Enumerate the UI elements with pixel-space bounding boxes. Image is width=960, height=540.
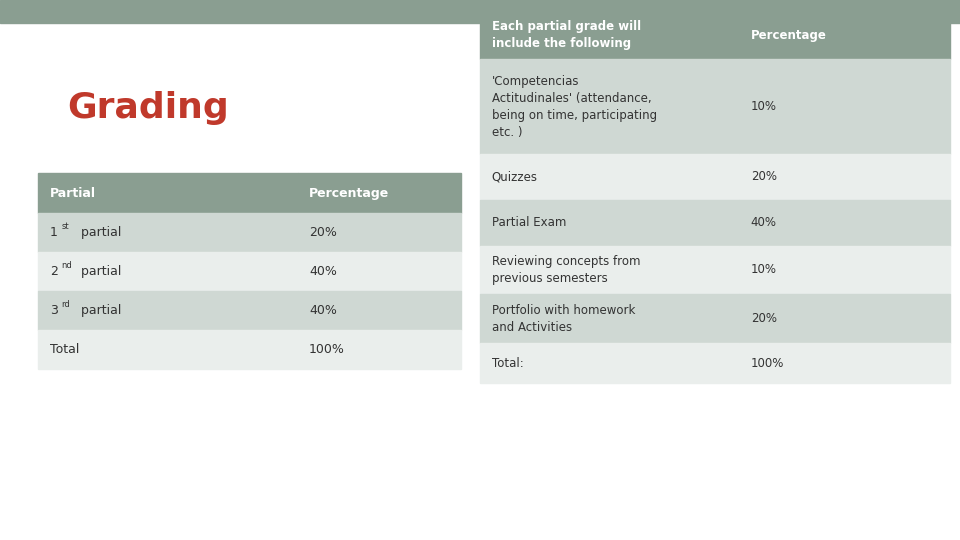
Text: 40%: 40%: [751, 216, 777, 229]
Bar: [38, 213, 298, 252]
Text: 3: 3: [50, 304, 58, 317]
Text: Percentage: Percentage: [751, 29, 827, 42]
Text: Reviewing concepts from
previous semesters: Reviewing concepts from previous semeste…: [492, 255, 640, 285]
Text: partial: partial: [77, 226, 121, 239]
Bar: [38, 173, 298, 213]
Bar: [480, 246, 739, 294]
Text: 100%: 100%: [309, 343, 345, 356]
Text: Total:: Total:: [492, 356, 523, 370]
Bar: [480, 343, 739, 383]
Text: 100%: 100%: [751, 356, 784, 370]
Text: Percentage: Percentage: [309, 186, 390, 200]
Bar: [739, 154, 950, 200]
Text: 1: 1: [50, 226, 58, 239]
Bar: [38, 330, 298, 369]
Text: Total: Total: [50, 343, 80, 356]
Bar: [739, 59, 950, 154]
Bar: [38, 252, 298, 291]
Bar: [739, 11, 950, 59]
Bar: [480, 59, 739, 154]
Text: Portfolio with homework
and Activities: Portfolio with homework and Activities: [492, 303, 635, 334]
Text: 10%: 10%: [751, 264, 777, 276]
Bar: [298, 213, 461, 252]
Bar: [739, 200, 950, 246]
Bar: [739, 246, 950, 294]
Bar: [480, 11, 739, 59]
Bar: [480, 154, 739, 200]
Bar: [739, 343, 950, 383]
Text: 10%: 10%: [751, 100, 777, 113]
Bar: [298, 330, 461, 369]
Bar: [298, 173, 461, 213]
Text: 'Competencias
Actitudinales' (attendance,
being on time, participating
etc. ): 'Competencias Actitudinales' (attendance…: [492, 75, 657, 139]
Text: nd: nd: [61, 261, 72, 269]
Text: 40%: 40%: [309, 265, 337, 278]
Bar: [480, 200, 739, 246]
Text: Partial: Partial: [50, 186, 96, 200]
Text: Quizzes: Quizzes: [492, 170, 538, 184]
Text: 20%: 20%: [751, 312, 777, 325]
Text: partial: partial: [77, 304, 121, 317]
Bar: [480, 294, 739, 343]
Text: partial: partial: [77, 265, 121, 278]
Bar: [739, 294, 950, 343]
Text: 40%: 40%: [309, 304, 337, 317]
Text: 2: 2: [50, 265, 58, 278]
Text: Grading: Grading: [67, 91, 228, 125]
Bar: [298, 291, 461, 330]
Bar: [0, 0, 960, 23]
Bar: [38, 291, 298, 330]
Text: st: st: [61, 222, 69, 231]
Text: Partial Exam: Partial Exam: [492, 216, 565, 229]
Text: 20%: 20%: [751, 170, 777, 184]
Text: rd: rd: [61, 300, 70, 308]
Text: 20%: 20%: [309, 226, 337, 239]
Text: Each partial grade will
include the following: Each partial grade will include the foll…: [492, 20, 640, 50]
Bar: [298, 252, 461, 291]
